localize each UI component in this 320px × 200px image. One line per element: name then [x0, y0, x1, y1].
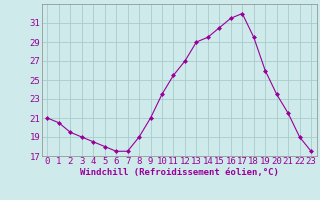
X-axis label: Windchill (Refroidissement éolien,°C): Windchill (Refroidissement éolien,°C)	[80, 168, 279, 177]
